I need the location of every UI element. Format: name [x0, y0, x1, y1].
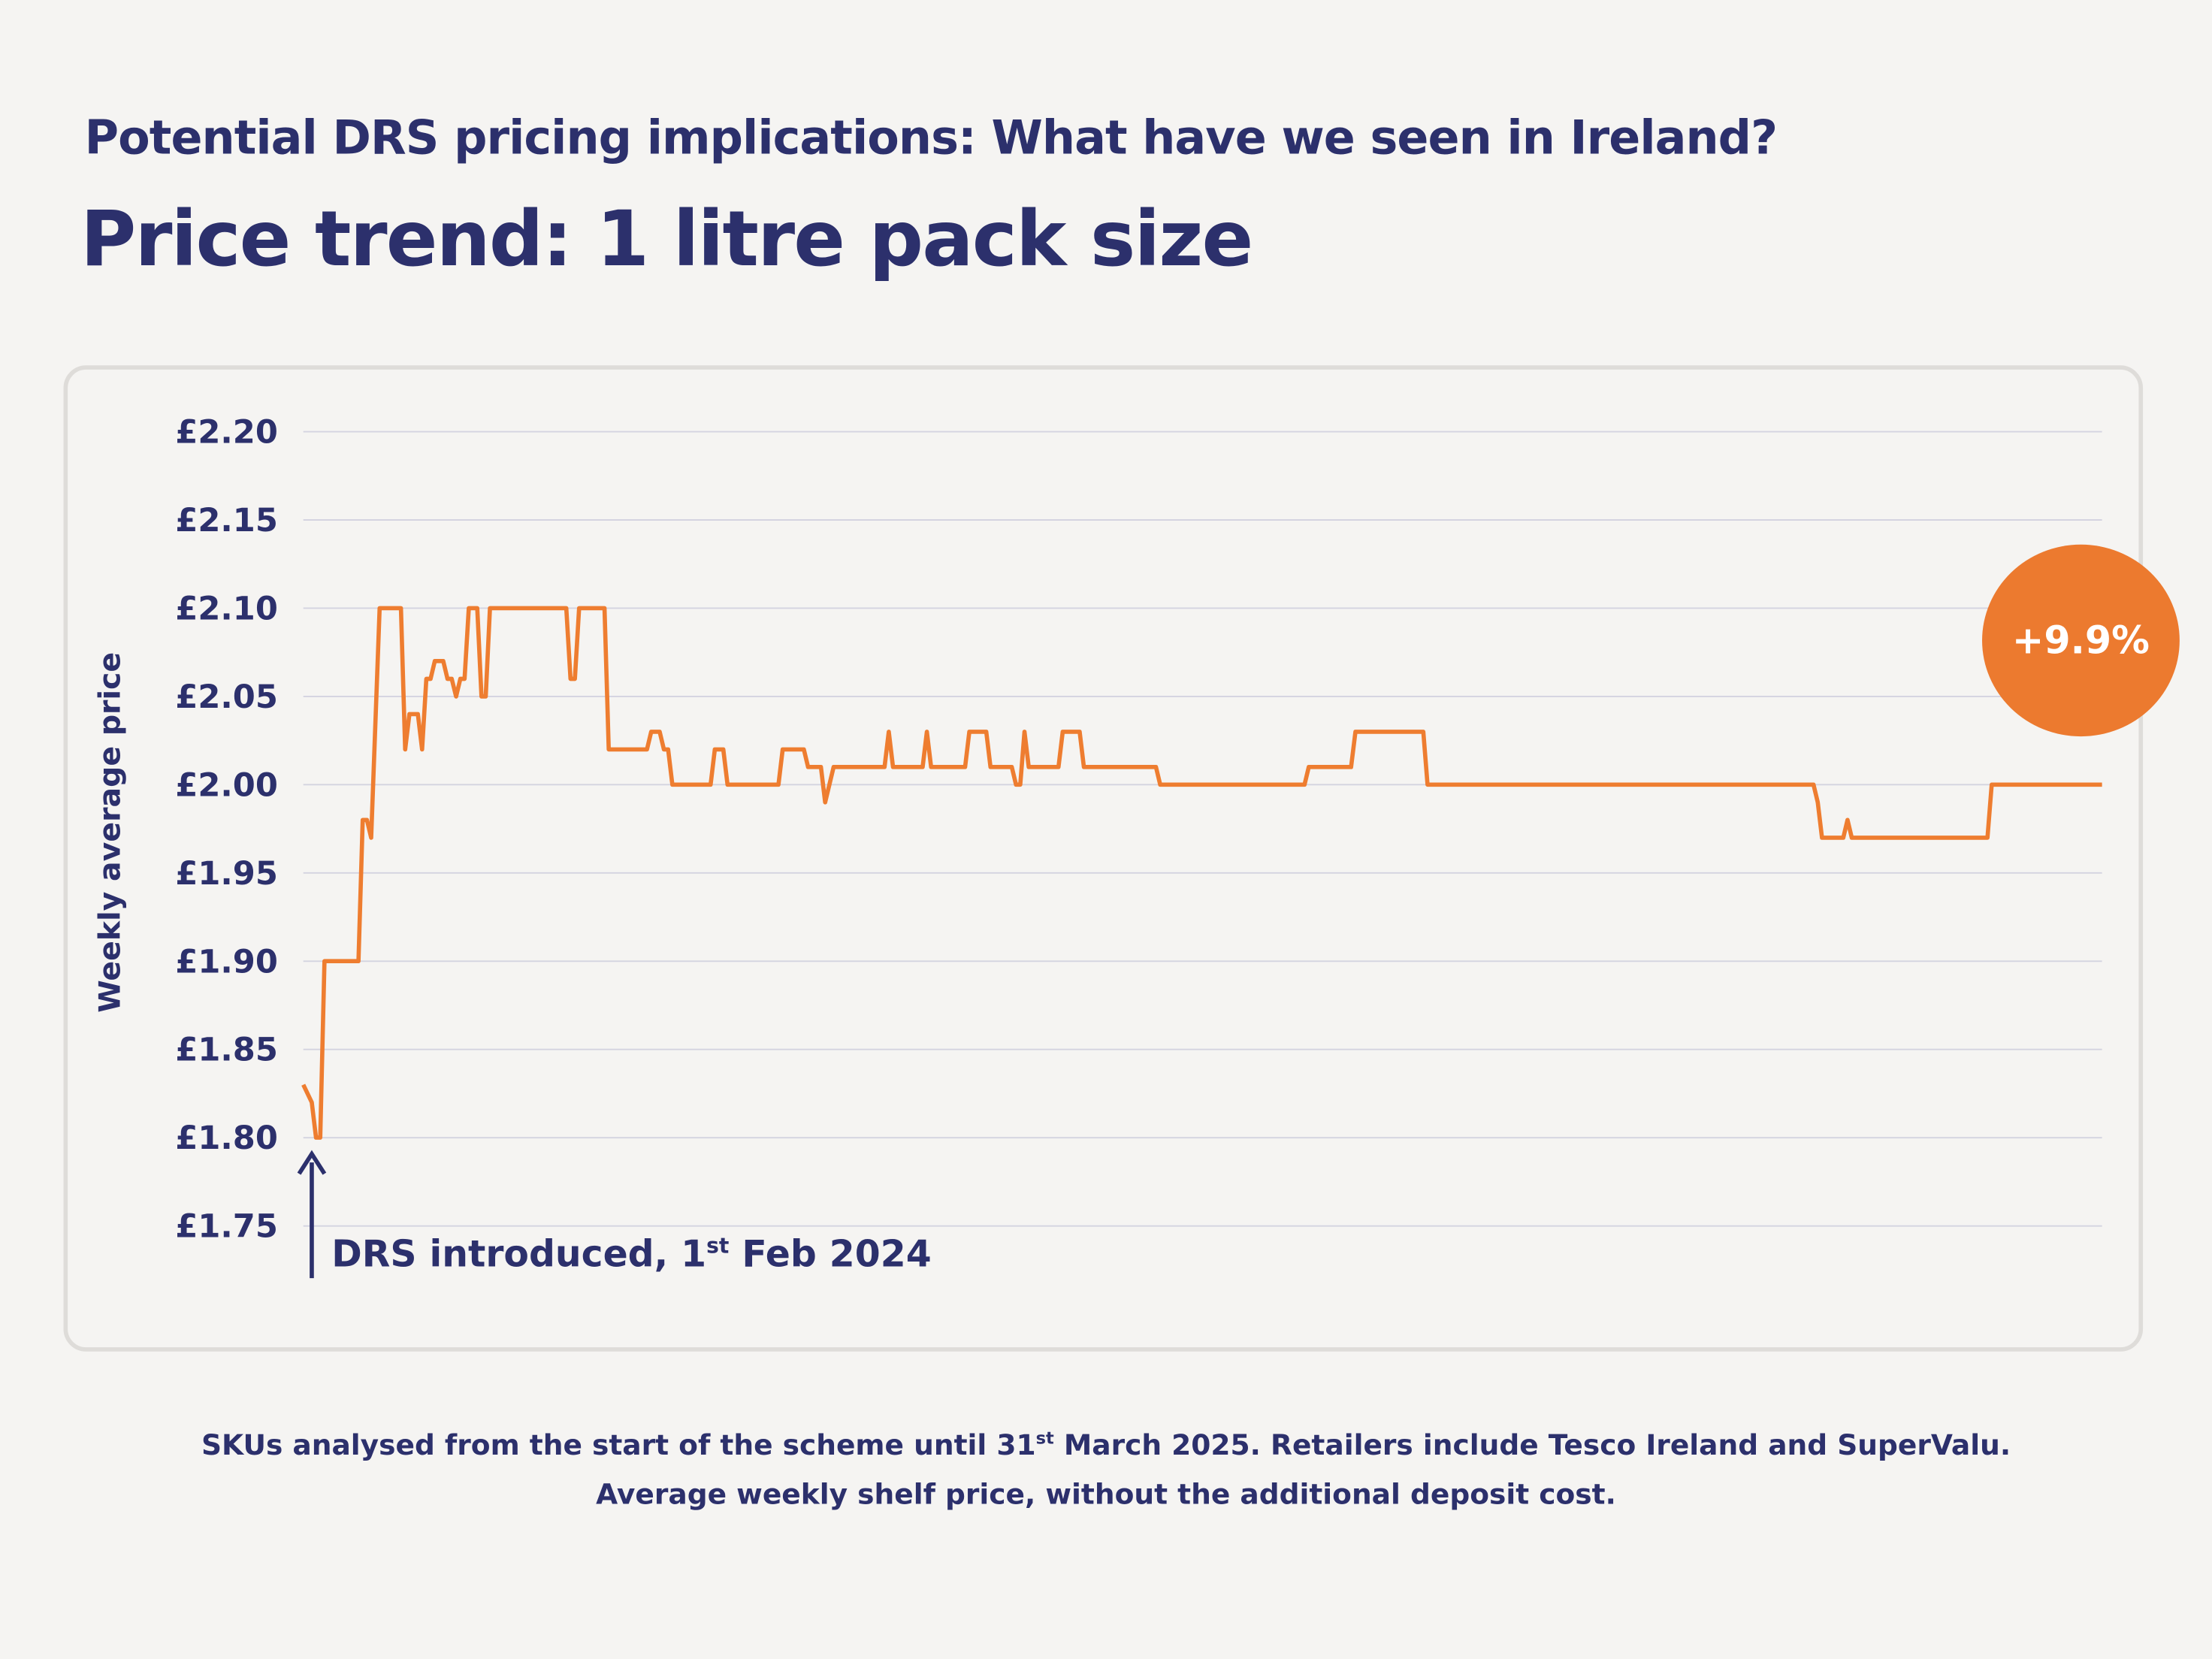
chart-card — [63, 365, 2144, 1352]
y-axis-label: Weekly average price — [92, 651, 127, 1013]
y-tick-label: £2.20 — [175, 414, 278, 452]
y-tick-label: £2.10 — [175, 590, 278, 627]
footnote-text-end: March 2025. Retailers include Tesco Irel… — [1053, 1428, 2011, 1462]
y-tick-label: £1.90 — [175, 943, 278, 981]
arrow-head-icon — [297, 1150, 327, 1175]
annotation-text: DRS introduced, 1 — [331, 1234, 707, 1277]
footnote-line-1: SKUs analysed from the start of the sche… — [0, 1428, 2212, 1461]
footnote-line-2: Average weekly shelf price, without the … — [596, 1476, 1616, 1511]
page-subtitle: Potential DRS pricing implications: What… — [84, 110, 1778, 165]
drs-introduced-annotation: DRS introduced, 1st Feb 2024 — [331, 1233, 931, 1277]
y-tick-label: £2.15 — [175, 502, 278, 539]
change-badge: +9.9% — [1982, 544, 2180, 737]
y-tick-label: £1.80 — [175, 1120, 278, 1157]
page-title: Price trend: 1 litre pack size — [80, 195, 1253, 284]
y-tick-label: £2.05 — [175, 678, 278, 716]
footnote-sup: st — [1035, 1428, 1054, 1449]
y-tick-label: £1.95 — [175, 855, 278, 893]
badge-text: +9.9% — [2011, 618, 2150, 663]
y-tick-label: £1.85 — [175, 1032, 278, 1069]
annotation-text-end: Feb 2024 — [729, 1234, 932, 1277]
annotation-sup: st — [706, 1233, 730, 1259]
footnote-text: SKUs analysed from the start of the sche… — [201, 1428, 1036, 1462]
y-tick-label: £1.75 — [175, 1208, 278, 1246]
y-tick-label: £2.00 — [175, 766, 278, 804]
price-series-line — [301, 606, 2102, 1140]
